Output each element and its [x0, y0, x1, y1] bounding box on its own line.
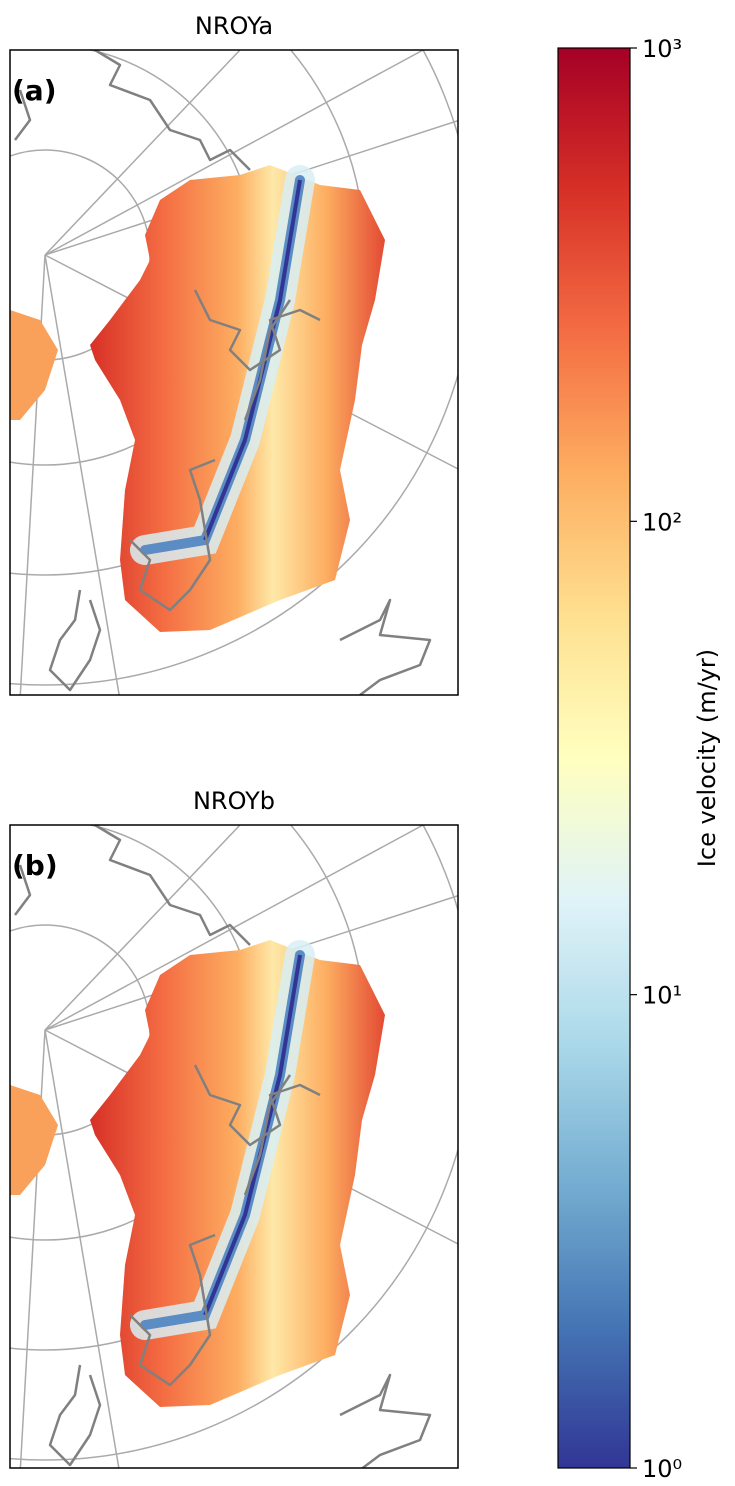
colorbar-tick-label: 10² — [642, 508, 682, 536]
panel-label: (b) — [12, 849, 58, 882]
colorbar-label: Ice velocity (m/yr) — [693, 649, 721, 867]
graticule — [44, 1029, 120, 1468]
graticule — [44, 50, 425, 256]
graticule — [44, 825, 425, 1031]
coastline — [243, 299, 292, 421]
coastline — [339, 598, 432, 695]
coastline — [94, 50, 251, 171]
panel-title: NROYa — [195, 12, 273, 40]
graticule — [10, 825, 458, 1461]
graticule — [44, 825, 241, 1031]
panel-frame — [9, 824, 459, 1469]
colorbar-tick-label: 10⁰ — [642, 1455, 682, 1483]
coastline — [48, 1364, 102, 1467]
coastline — [129, 1233, 216, 1387]
colorbar-tick-label: 10¹ — [642, 982, 682, 1010]
coastline — [14, 864, 32, 916]
coastline — [339, 1373, 432, 1468]
panel-frame — [9, 49, 459, 696]
coastline — [48, 589, 102, 692]
graticule — [44, 254, 120, 695]
colorbar-tick-label: 10³ — [642, 35, 682, 63]
colorbar — [557, 47, 631, 1469]
ice-sheet-west — [10, 310, 58, 420]
graticule — [10, 50, 458, 686]
coastline — [193, 1064, 321, 1147]
ice-sheet — [90, 165, 385, 632]
map-panel: NROYa (a) — [9, 12, 459, 696]
panel-label: (a) — [12, 74, 57, 107]
graticule — [44, 50, 241, 256]
coastline — [129, 458, 216, 612]
coastline — [94, 825, 251, 946]
map-panel: NROYb (b) — [9, 787, 459, 1469]
map-area — [10, 50, 458, 695]
coastline — [243, 1074, 292, 1196]
ice-sheet — [90, 940, 385, 1407]
map-area — [10, 825, 458, 1468]
coastline — [14, 89, 32, 141]
coastline — [193, 289, 321, 372]
ice-sheet-west — [10, 1085, 58, 1195]
panel-title: NROYb — [193, 787, 275, 815]
